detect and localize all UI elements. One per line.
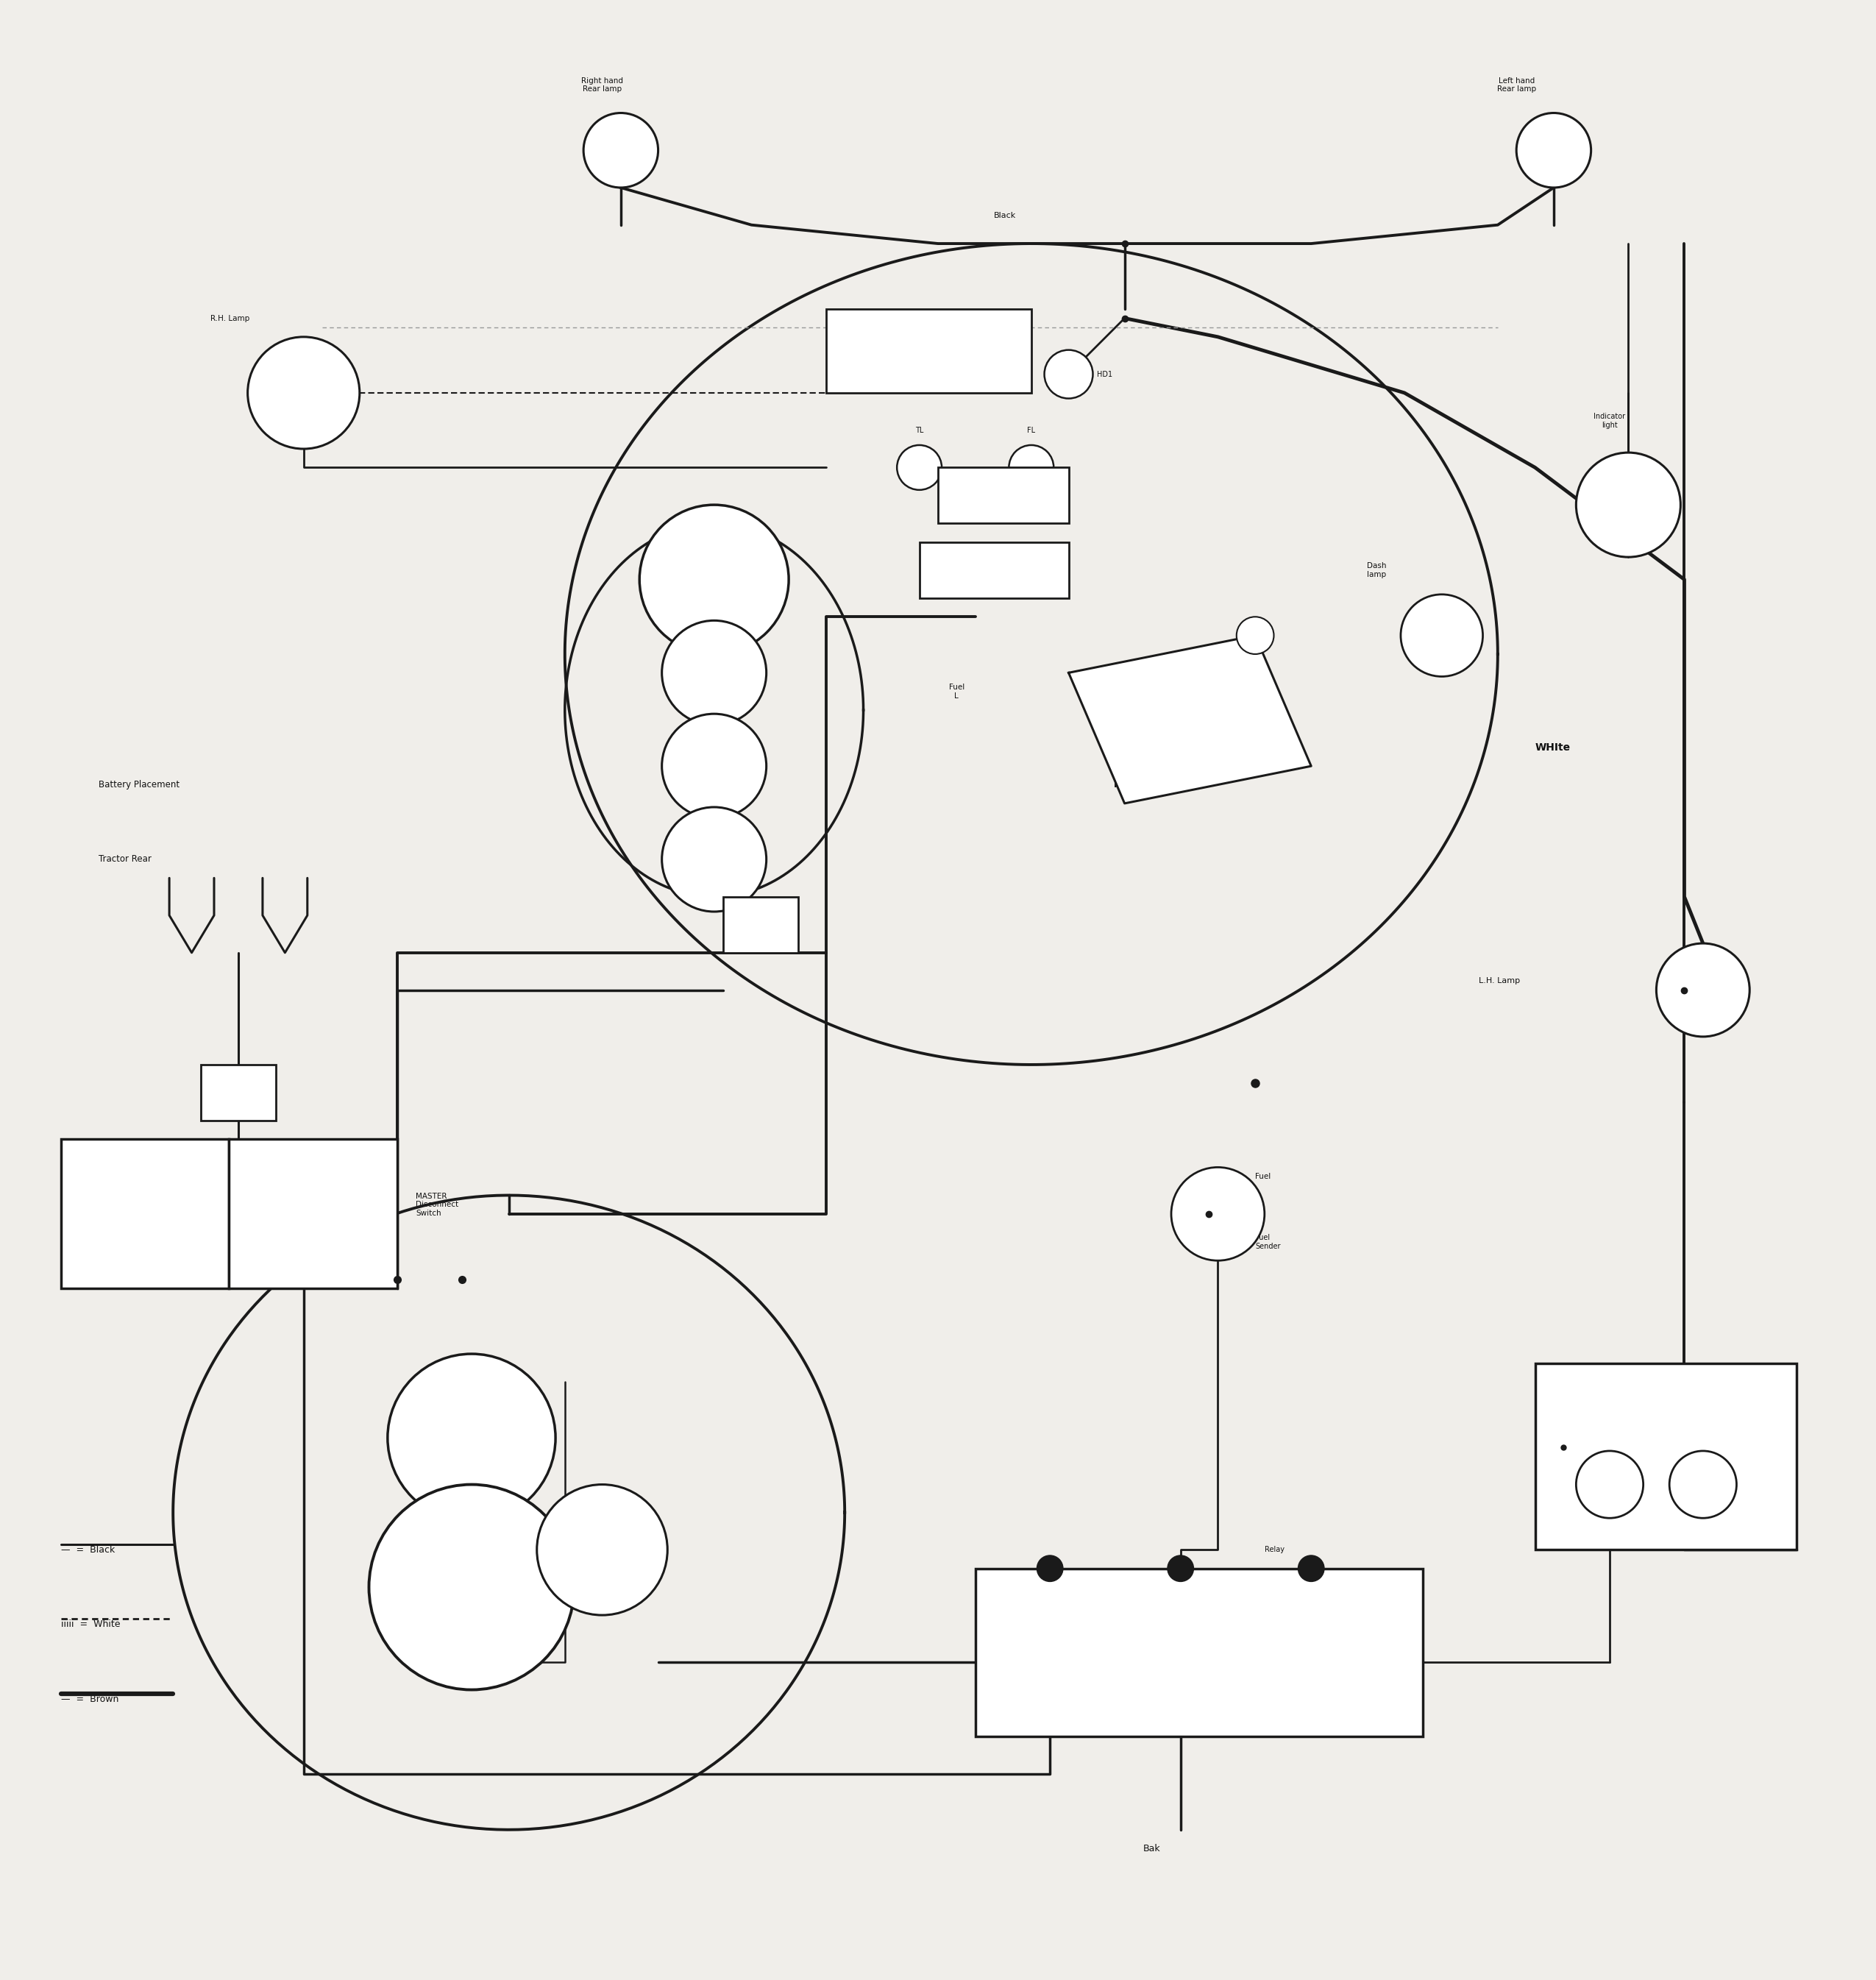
Circle shape <box>1298 1556 1324 1582</box>
Text: BAT
B+: BAT B+ <box>998 487 1009 501</box>
Text: Arm: Arm <box>1161 1687 1176 1693</box>
Text: Black: Black <box>994 212 1017 220</box>
Text: Fuel: Fuel <box>1255 1172 1270 1180</box>
Text: 20 Amp
Fuse: 20 Amp Fuse <box>210 1140 238 1156</box>
Text: Bat"A": Bat"A" <box>983 564 1006 572</box>
Bar <box>919 543 1069 598</box>
Circle shape <box>248 337 360 449</box>
Bar <box>724 897 797 952</box>
Text: BAT
A: BAT A <box>306 1196 321 1212</box>
Text: Start
Swid: Start Swid <box>696 869 713 885</box>
Text: Tractor Rear: Tractor Rear <box>98 855 152 863</box>
Bar <box>1535 1362 1795 1550</box>
Text: GeN: GeN <box>1638 1406 1657 1414</box>
Text: BAT: BAT <box>289 1164 300 1170</box>
Text: Resistor: Resistor <box>915 366 942 374</box>
Circle shape <box>897 446 942 489</box>
Circle shape <box>1576 453 1681 556</box>
Bar <box>201 1065 276 1121</box>
Text: MASTER
Disconnect
Switch: MASTER Disconnect Switch <box>416 1192 458 1218</box>
Text: iiiii  =  White: iiiii = White <box>62 1620 120 1630</box>
Text: F: F <box>1600 1519 1604 1525</box>
Text: F: F <box>1330 1687 1334 1693</box>
Text: B+: B+ <box>135 1204 156 1218</box>
Text: FL: FL <box>1028 426 1036 434</box>
Text: Regulator: Regulator <box>1174 1620 1225 1630</box>
Circle shape <box>1236 618 1274 653</box>
Bar <box>938 467 1069 523</box>
Circle shape <box>662 620 767 725</box>
Text: Battery Placement: Battery Placement <box>98 780 180 790</box>
Circle shape <box>537 1485 668 1616</box>
Bar <box>825 309 1032 392</box>
Text: Right hand
Rear lamp: Right hand Rear lamp <box>582 77 623 93</box>
Text: Bat: Bat <box>1013 1687 1024 1693</box>
Circle shape <box>370 1485 574 1689</box>
Text: GeN: GeN <box>705 576 724 584</box>
Circle shape <box>1670 1451 1737 1519</box>
Circle shape <box>1009 446 1054 489</box>
Circle shape <box>662 808 767 911</box>
Circle shape <box>1657 942 1750 1038</box>
Circle shape <box>1037 1556 1064 1582</box>
Text: HD2: HD2 <box>1114 780 1135 790</box>
Text: A1: A1 <box>1694 1519 1703 1525</box>
Text: Bak: Bak <box>1142 1843 1161 1853</box>
Text: HD1: HD1 <box>1097 370 1112 378</box>
Text: —  =  Brown: — = Brown <box>62 1695 118 1705</box>
Text: —  =  Black: — = Black <box>62 1544 114 1554</box>
Bar <box>976 1568 1424 1736</box>
Text: Relay: Relay <box>1264 1546 1285 1554</box>
Text: Left hand
Rear lamp: Left hand Rear lamp <box>1497 77 1536 93</box>
Circle shape <box>1045 350 1094 398</box>
Circle shape <box>662 715 767 818</box>
Circle shape <box>1516 113 1591 188</box>
Circle shape <box>1171 1168 1264 1261</box>
Text: WHIte: WHIte <box>1535 742 1570 752</box>
Text: R.H. Lamp: R.H. Lamp <box>210 315 250 323</box>
Text: Indicator
light: Indicator light <box>1595 414 1625 430</box>
Circle shape <box>583 113 658 188</box>
Bar <box>229 1138 398 1289</box>
Circle shape <box>1167 1556 1193 1582</box>
Polygon shape <box>1069 636 1311 804</box>
Circle shape <box>640 505 788 653</box>
Bar <box>62 1138 229 1289</box>
Text: Fuel
Sender: Fuel Sender <box>1255 1234 1281 1249</box>
Circle shape <box>1401 594 1482 677</box>
Text: L.H. Lamp: L.H. Lamp <box>1478 976 1520 984</box>
Text: 50 ohm: 50 ohm <box>915 337 942 345</box>
Text: A2: A2 <box>1544 1519 1553 1525</box>
Text: Fuel
L: Fuel L <box>949 683 964 699</box>
Text: TL: TL <box>915 426 923 434</box>
Text: Dash
lamp: Dash lamp <box>1368 562 1386 578</box>
Circle shape <box>388 1354 555 1523</box>
Circle shape <box>1576 1451 1643 1519</box>
